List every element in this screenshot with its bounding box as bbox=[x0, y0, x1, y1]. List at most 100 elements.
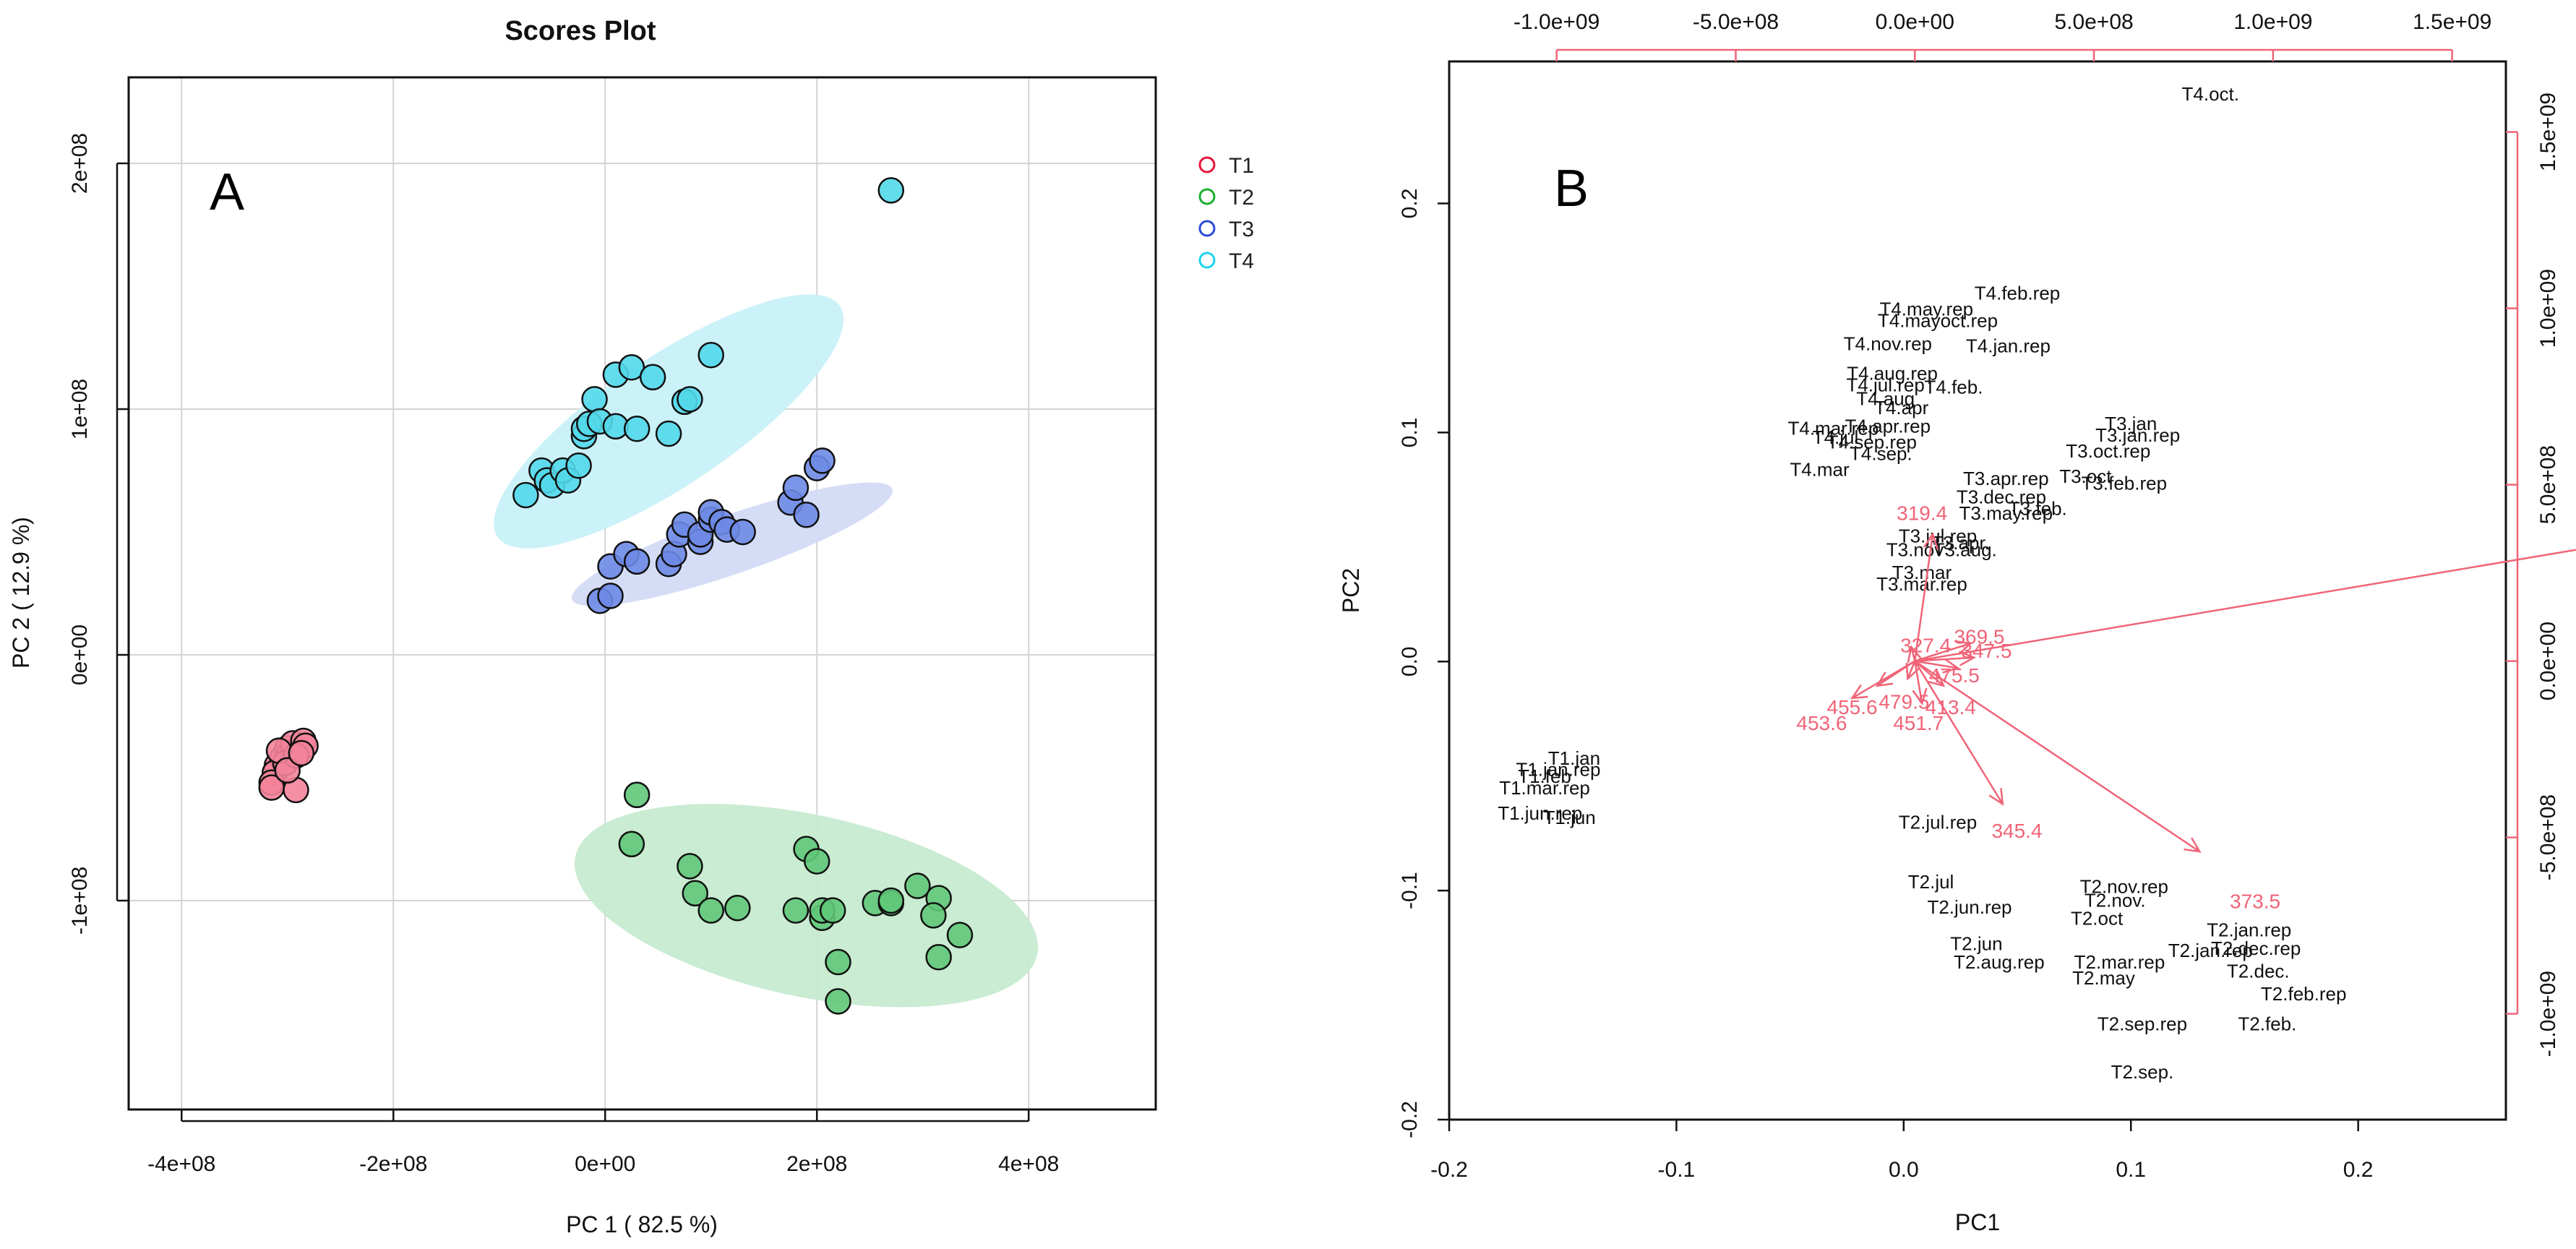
observation-label: T2.aug.rep bbox=[1954, 951, 2045, 973]
legend-label-t3: T3 bbox=[1229, 218, 1254, 241]
x-tick-label: -2e+08 bbox=[359, 1152, 427, 1176]
legend-marker-t1 bbox=[1198, 156, 1216, 173]
point-t2 bbox=[904, 872, 931, 899]
loading-label: 345.4 bbox=[1991, 820, 2042, 842]
x-tick-label: 0.1 bbox=[2116, 1158, 2146, 1182]
panel-label-b: B bbox=[1554, 160, 1589, 218]
loading-arrow bbox=[1907, 661, 1916, 679]
point-t3 bbox=[623, 548, 651, 575]
y-tick-label: 0e+00 bbox=[68, 624, 92, 685]
loading-arrow bbox=[1914, 533, 1934, 661]
point-t2 bbox=[946, 922, 974, 948]
loading-arrowhead bbox=[2184, 837, 2202, 853]
right-tick-label: -5.0e+08 bbox=[2536, 794, 2560, 880]
observation-label: T2.feb. bbox=[2238, 1013, 2296, 1034]
observation-label: T1.jan.rep bbox=[1516, 759, 1600, 781]
observation-label: T4.apr.rep bbox=[1845, 415, 1931, 437]
observation-label: T2.dec.rep bbox=[2211, 937, 2301, 959]
loading-arrowhead bbox=[1954, 640, 1972, 656]
biplot-x-axis: -0.2 -0.1 0.0 0.1 0.2 bbox=[1430, 1120, 2373, 1182]
top-tick-label: -1.0e+09 bbox=[1514, 10, 1600, 34]
point-t4 bbox=[655, 420, 682, 447]
scores-legend: T1 T2 T3 T4 bbox=[1198, 154, 1254, 273]
panel-label-a: A bbox=[210, 163, 244, 221]
point-t4 bbox=[618, 353, 645, 381]
biplot-y-axis: -0.2 -0.1 0.0 0.1 0.2 bbox=[1398, 189, 1449, 1138]
point-t2 bbox=[618, 830, 645, 858]
observation-label: T4.aug.rep bbox=[1847, 362, 1938, 384]
loading-arrowhead bbox=[1928, 671, 1946, 687]
observation-label: T4.oct. bbox=[2182, 83, 2239, 105]
legend-label-t1: T1 bbox=[1229, 154, 1254, 178]
point-t2 bbox=[682, 880, 708, 907]
biplot-loadings: 371.5373.5345.4453.6451.7455.6369.5347.5… bbox=[1796, 502, 2576, 912]
observation-label: T4.mar.rep bbox=[1787, 418, 1879, 439]
x-tick-label: 2e+08 bbox=[786, 1152, 847, 1176]
observation-label: T2.sep. bbox=[2111, 1061, 2174, 1083]
observation-label: T3.aug. bbox=[1933, 538, 1997, 560]
right-tick-label: 1.0e+09 bbox=[2536, 269, 2560, 348]
biplot-x-axis-title: PC1 bbox=[1955, 1209, 2000, 1235]
loading-arrow bbox=[1915, 660, 1958, 669]
observation-label: T2.jan.rep bbox=[2168, 940, 2253, 961]
point-t4 bbox=[639, 364, 666, 391]
loading-label: 479.5 bbox=[1879, 691, 1929, 713]
loading-arrow bbox=[1914, 661, 1923, 704]
top-tick-label: 0.0e+00 bbox=[1876, 10, 1954, 34]
observation-label: T2.dec. bbox=[2227, 961, 2290, 982]
observation-label: T2.may bbox=[2072, 967, 2135, 989]
legend-marker-t2 bbox=[1198, 188, 1216, 205]
loading-label: 453.6 bbox=[1796, 712, 1847, 734]
loading-arrow bbox=[1914, 643, 1971, 662]
observation-label: T4.jul.rep bbox=[1846, 374, 1924, 395]
observation-label: T1.mar.rep bbox=[1499, 777, 1590, 799]
observation-label: T4.feb. bbox=[1925, 376, 1983, 398]
point-t2 bbox=[819, 897, 846, 924]
observation-label: T3.jan bbox=[2105, 413, 2157, 434]
x-tick-label: -0.2 bbox=[1430, 1158, 1468, 1182]
y-tick-label: 0.2 bbox=[1398, 189, 1422, 219]
observation-label: T3.nov bbox=[1886, 538, 1944, 560]
observation-label: T4.mar bbox=[1790, 459, 1850, 481]
scores-points bbox=[258, 177, 974, 1015]
observation-label: T2.jul bbox=[1908, 871, 1954, 893]
loading-arrowhead bbox=[1959, 651, 1976, 666]
top-tick-label: 1.5e+09 bbox=[2413, 10, 2491, 34]
legend-label-t4: T4 bbox=[1229, 249, 1254, 273]
y-tick-label: -1e+08 bbox=[68, 867, 92, 935]
point-t2 bbox=[825, 948, 851, 976]
observation-label: T2.feb.rep bbox=[2261, 983, 2347, 1005]
top-tick-label: -5.0e+08 bbox=[1693, 10, 1779, 34]
y-tick-label: 1e+08 bbox=[68, 379, 92, 439]
observation-label: T4.feb.rep bbox=[1975, 283, 2061, 304]
observation-label: T2.nov. bbox=[2085, 889, 2146, 911]
loading-arrowhead bbox=[1988, 788, 2004, 806]
observation-label: T1.jun.rep bbox=[1498, 802, 1582, 824]
point-t4 bbox=[877, 177, 905, 204]
point-t2 bbox=[925, 943, 952, 971]
biplot-observations: T4.oct. T4.feb.repT4.may.repT4.mayoct.rep… bbox=[1498, 83, 2346, 1083]
loading-label: 347.5 bbox=[1961, 640, 2012, 662]
observation-label: T2.jun.rep bbox=[1927, 896, 2012, 918]
y-tick-label: -0.2 bbox=[1398, 1101, 1422, 1138]
point-t2 bbox=[877, 887, 905, 914]
loading-label: 475.5 bbox=[1929, 664, 1980, 687]
y-tick-label: 0.0 bbox=[1398, 646, 1422, 677]
observation-label: T4.aug bbox=[1856, 387, 1915, 409]
x-tick-label: 4e+08 bbox=[998, 1152, 1059, 1176]
observation-label: T2.jul.rep bbox=[1899, 812, 1977, 833]
observation-label: T3.oct.rep bbox=[2066, 440, 2150, 462]
observation-label: T4.may.rep bbox=[1879, 299, 1973, 320]
right-tick-label: -1.0e+09 bbox=[2536, 971, 2560, 1057]
observation-label: T4.sep.rep bbox=[1827, 432, 1917, 453]
loading-label: 369.5 bbox=[1954, 625, 2004, 648]
loading-arrowhead bbox=[1907, 645, 1923, 663]
point-t3 bbox=[793, 501, 820, 528]
point-t3 bbox=[782, 474, 810, 502]
scores-y-axis-title: PC 2 ( 12.9 %) bbox=[8, 517, 34, 669]
x-tick-label: 0.2 bbox=[2343, 1158, 2374, 1182]
loading-arrow bbox=[1915, 656, 1975, 662]
observation-label: T1.feb bbox=[1518, 765, 1571, 787]
observation-label: T1.jan bbox=[1548, 747, 1600, 769]
biplot-panel: T4.oct. T4.feb.repT4.may.repT4.mayoct.rep… bbox=[1338, 10, 2576, 1235]
